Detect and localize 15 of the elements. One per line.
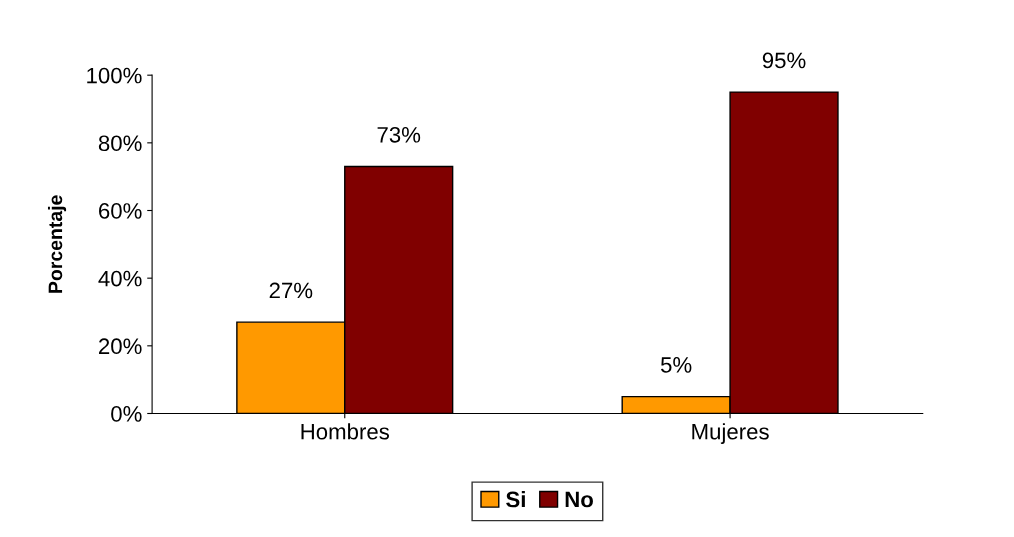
data-label: 73% [377,126,421,143]
data-label: 27% [269,282,313,299]
x-tick-label: Hombres [301,423,390,440]
y-tick-label: 100% [87,67,142,84]
y-tick-label: 80% [98,135,142,152]
y-tick-label: 0% [111,406,142,422]
legend-label: Si [506,491,525,508]
y-tick-label: 20% [99,338,142,355]
data-label: 5% [660,357,692,373]
data-label: 95% [762,52,806,69]
x-tick-label: Mujeres [692,423,769,444]
y-axis-title: Porcentaje [47,195,67,293]
y-tick-label: 60% [99,203,142,219]
y-tick-label: 40% [98,270,142,287]
legend-label: No [565,491,593,508]
